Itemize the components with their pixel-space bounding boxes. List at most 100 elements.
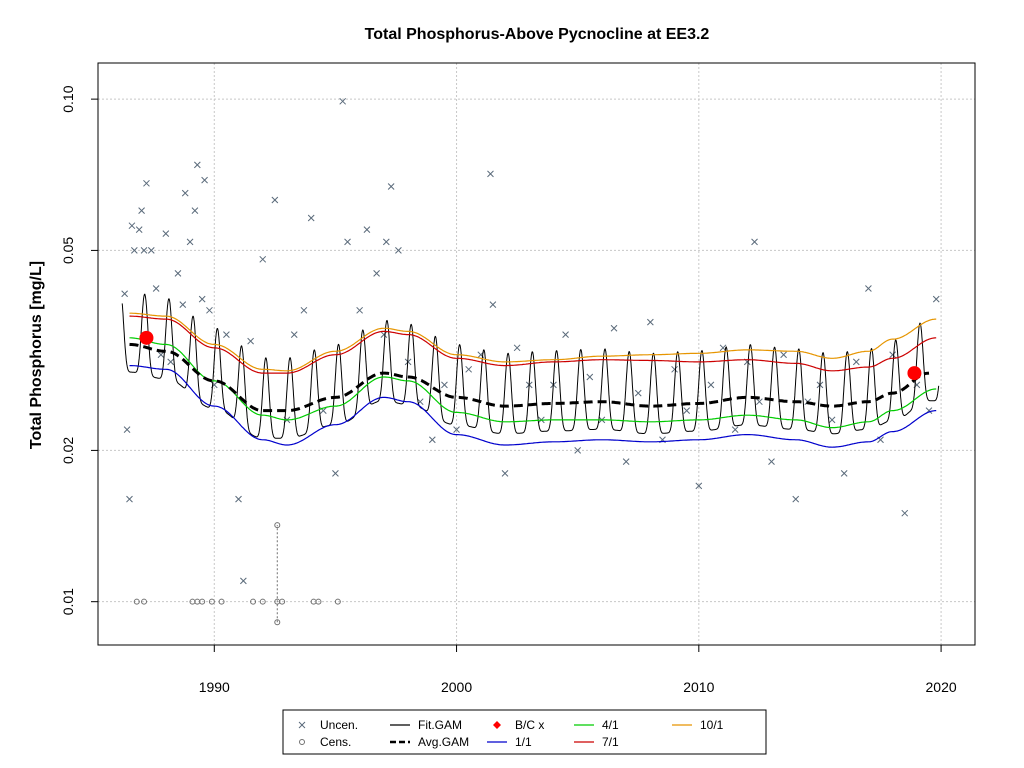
legend-label: Fit.GAM: [418, 718, 462, 732]
uncensored-point: [901, 509, 909, 517]
uncensored-point: [465, 365, 473, 373]
uncensored-point-stroke: [865, 285, 872, 292]
uncensored-point: [751, 238, 758, 246]
axes: 1990 2000 2010 2020 0.01 0.02 0.05 0.10: [60, 85, 957, 695]
uncensored-point: [428, 436, 436, 444]
censored-point: [208, 598, 215, 605]
uncensored-point-stroke: [300, 306, 308, 314]
uncensored-point-stroke: [840, 470, 848, 477]
uncensored-point-stroke: [756, 398, 763, 406]
uncensored-point-stroke: [147, 247, 155, 254]
bc-point: [907, 366, 922, 381]
uncensored-point: [852, 358, 860, 366]
y-tick-label: 0.05: [60, 237, 76, 264]
uncensored-point: [501, 470, 509, 477]
legend-item: Cens.: [299, 735, 351, 749]
uncensored-point-stroke: [356, 306, 363, 314]
uncensored-point-stroke: [223, 331, 230, 338]
legend-label: 7/1: [602, 735, 619, 749]
legend-symbol-circle: [299, 739, 305, 745]
grid: [98, 63, 975, 645]
uncensored-point-stroke: [198, 295, 206, 303]
uncensored-point-stroke: [441, 381, 448, 389]
uncensored-point: [380, 331, 388, 338]
uncensored-point-stroke: [123, 426, 131, 433]
censored-point: [315, 598, 322, 605]
uncensored-point-stroke: [363, 226, 371, 233]
uncensored-point: [201, 176, 208, 184]
uncensored-point: [932, 295, 940, 303]
uncensored-point-stroke: [380, 331, 388, 338]
uncensored-point: [206, 306, 213, 314]
legend-item: 10/1: [672, 718, 724, 732]
x-tick-label: 2020: [926, 679, 957, 695]
fit-gam-line: [121, 293, 940, 439]
uncensored-point: [586, 373, 594, 381]
uncensored-point-stroke: [126, 495, 133, 503]
uncensored-point: [332, 470, 339, 477]
uncensored-point-stroke: [290, 331, 298, 338]
y-axis-label: Total Phosphorus [mg/L]: [28, 261, 45, 449]
uncensored-point-stroke: [181, 189, 189, 197]
uncensored-point-stroke: [932, 295, 940, 303]
uncensored-point: [441, 381, 448, 389]
censored-point: [334, 598, 341, 605]
uncensored-point: [130, 247, 138, 254]
legend-symbol-x: [298, 721, 306, 729]
uncensored-point: [647, 318, 654, 326]
uncensored-point-stroke: [489, 301, 497, 308]
uncensored-point: [140, 247, 148, 254]
uncensored-point-stroke: [622, 458, 630, 465]
uncensored-point: [683, 407, 691, 414]
uncensored-point: [780, 351, 787, 359]
legend-item: B/C x: [493, 718, 544, 732]
uncensored-point-stroke: [373, 270, 380, 277]
legend-item: 7/1: [574, 735, 619, 749]
uncensored-point-stroke: [167, 358, 175, 366]
uncensored-point: [143, 179, 150, 187]
uncensored-point: [395, 247, 402, 254]
legend-item: Uncen.: [298, 718, 358, 732]
series-7-1-line: [129, 315, 937, 374]
uncensored-point: [840, 470, 848, 477]
uncensored-point: [574, 447, 582, 454]
series-4-1-line: [129, 337, 937, 429]
series-1-1-line: [129, 365, 937, 448]
uncensored-point: [186, 238, 194, 246]
uncensored-point-stroke: [707, 381, 715, 389]
x-tick-label: 2010: [683, 679, 714, 695]
plot-marks: [121, 97, 940, 626]
uncensored-point-stroke: [395, 247, 402, 254]
uncensored-point-stroke: [501, 470, 509, 477]
uncensored-point: [513, 344, 521, 352]
uncensored-point-stroke: [240, 577, 247, 585]
uncensored-point-stroke: [382, 238, 390, 246]
uncensored-point-stroke: [768, 458, 775, 465]
uncensored-point: [562, 331, 569, 338]
censored-point: [141, 598, 148, 605]
x-tick-label: 1990: [199, 679, 230, 695]
uncensored-point-stroke: [339, 97, 347, 105]
uncensored-point: [123, 426, 131, 433]
legend: Uncen. Cens. Fit.GAM Avg.GAM B/C x 1/1 4/1 7/1 1…: [282, 709, 767, 755]
uncensored-point-stroke: [191, 207, 199, 214]
uncensored-point-stroke: [271, 196, 279, 204]
uncensored-point: [889, 351, 896, 359]
censored-point: [274, 619, 281, 626]
uncensored-point: [121, 290, 129, 298]
legend-label: 4/1: [602, 718, 619, 732]
uncensored-point-stroke: [695, 482, 703, 490]
uncensored-point-stroke: [877, 436, 884, 444]
legend-label: B/C x: [515, 718, 544, 732]
uncensored-point-stroke: [174, 270, 182, 277]
uncensored-point-stroke: [387, 183, 395, 190]
uncensored-point-stroke: [135, 226, 143, 233]
x-tick-label: 2000: [441, 679, 472, 695]
uncensored-point-stroke: [152, 285, 160, 292]
uncensored-point: [363, 226, 371, 233]
uncensored-point-stroke: [428, 436, 436, 444]
uncensored-point: [259, 255, 267, 263]
uncensored-point-stroke: [671, 365, 678, 373]
